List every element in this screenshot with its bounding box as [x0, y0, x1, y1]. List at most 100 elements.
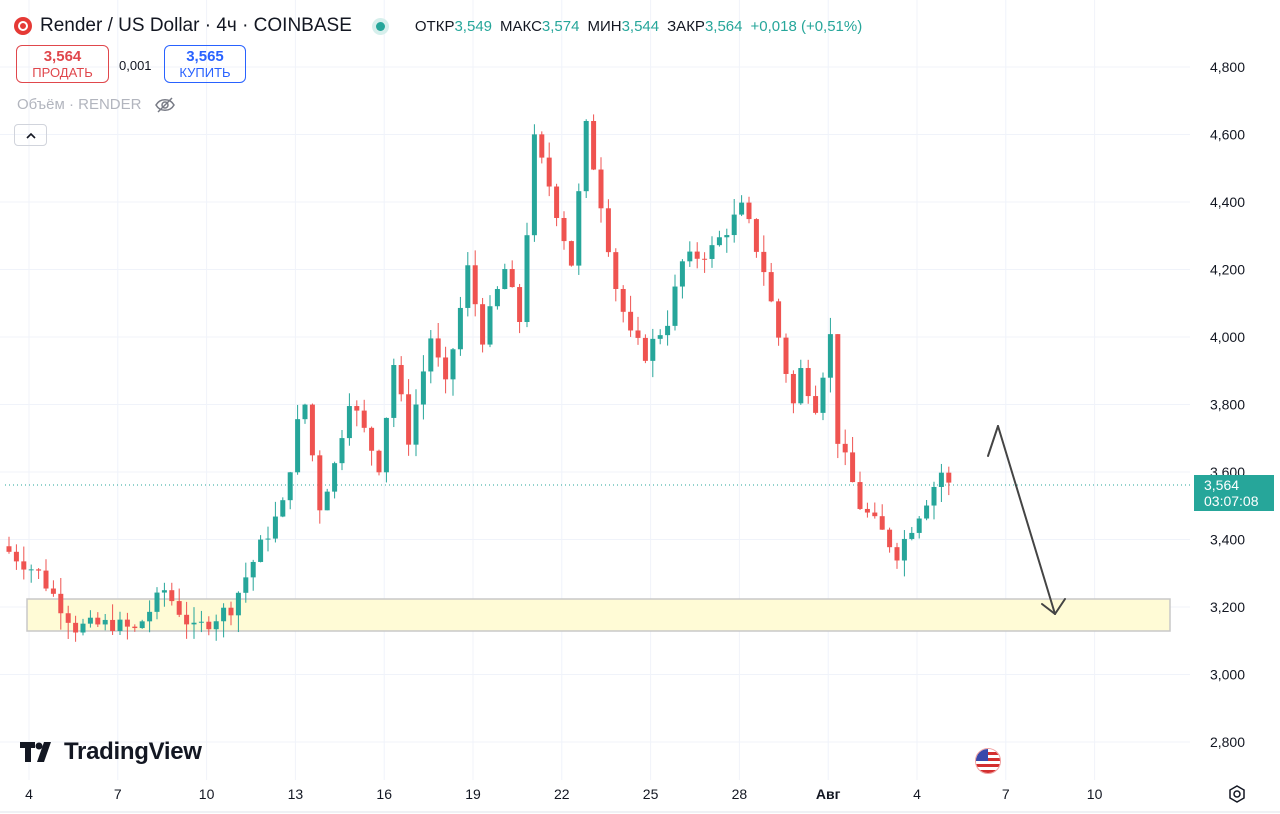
buy-button[interactable]: 3,565 КУПИТЬ — [164, 45, 246, 83]
candle-body — [576, 191, 582, 266]
candle-body — [820, 377, 826, 413]
candle-body — [635, 330, 641, 338]
collapse-legend-button[interactable] — [14, 124, 47, 146]
candle-body — [465, 265, 471, 308]
candle-body — [58, 593, 64, 614]
candle-body — [176, 601, 182, 615]
candle-body — [931, 486, 937, 506]
symbol-title[interactable]: Render / US Dollar · 4ч · COINBASE — [40, 15, 352, 36]
time-axis: 4 7 10 13 16 19 22 25 28 Авг 4 7 10 — [25, 786, 1102, 802]
candle-body — [413, 404, 419, 445]
candle-body — [531, 134, 537, 236]
time-tick-label: 7 — [114, 786, 122, 802]
tradingview-wordmark: TradingView — [64, 738, 202, 765]
price-tick-label: 3,000 — [1210, 667, 1245, 683]
price-tick-label: 3,400 — [1210, 532, 1245, 548]
candle-body — [21, 561, 27, 570]
candle-body — [672, 286, 678, 326]
candle-body — [191, 622, 197, 625]
us-flag-icon[interactable] — [975, 748, 1001, 774]
candle-body — [494, 289, 500, 307]
sell-price: 3,564 — [43, 48, 82, 65]
candle-body — [894, 547, 900, 561]
candle-body — [517, 287, 523, 322]
hide-eye-icon[interactable] — [155, 96, 175, 114]
candle-body — [398, 365, 404, 395]
candle-body — [835, 334, 841, 444]
price-tick-label: 2,800 — [1210, 734, 1245, 750]
candle-body — [657, 335, 663, 339]
candle-body — [687, 251, 693, 262]
render-logo-icon — [14, 17, 32, 35]
candle-body — [124, 619, 130, 627]
ohlc-high-value: 3,574 — [541, 17, 580, 35]
candle-body — [213, 621, 219, 630]
candle-body — [879, 516, 885, 530]
candle-body — [887, 529, 893, 548]
candle-body — [524, 235, 530, 322]
ohlc-open-value: 3,549 — [454, 17, 493, 35]
candle-body — [568, 241, 574, 266]
tradingview-logo[interactable]: TradingView — [20, 738, 202, 766]
volume-indicator-label[interactable]: Объём · RENDER — [17, 96, 142, 113]
candle-body — [613, 252, 619, 289]
time-tick-label: 7 — [1002, 786, 1010, 802]
candle-body — [480, 304, 486, 345]
candles — [6, 114, 952, 642]
candle-body — [783, 337, 789, 374]
time-tick-label: 22 — [554, 786, 570, 802]
candle-body — [598, 169, 604, 209]
candle-body — [916, 518, 922, 533]
forecast-arrow[interactable] — [987, 425, 1066, 615]
candle-body — [332, 463, 338, 492]
time-tick-label: 13 — [288, 786, 304, 802]
time-tick-label: 4 — [25, 786, 33, 802]
candle-body — [250, 561, 256, 578]
candle-body — [665, 325, 671, 336]
time-tick-label: 19 — [465, 786, 481, 802]
ohlc-values: ОТКР 3,549 МАКС 3,574 МИН 3,544 ЗАКР 3,564 +… — [407, 18, 862, 35]
candle-body — [702, 258, 708, 260]
candle-body — [487, 306, 493, 345]
ohlc-close-label: ЗАКР — [667, 17, 705, 35]
chart-header: Render / US Dollar · 4ч · COINBASE ОТКР 3… — [14, 14, 862, 38]
candle-body — [768, 272, 774, 302]
candle-body — [243, 577, 249, 593]
ohlc-open-label: ОТКР — [414, 17, 455, 35]
time-tick-label: Авг — [816, 786, 841, 802]
ohlc-low-value: 3,544 — [621, 17, 660, 35]
candle-body — [813, 396, 819, 413]
candle-body — [924, 505, 930, 519]
candle-body — [798, 368, 804, 404]
candle-body — [909, 532, 915, 539]
chart-grid — [0, 0, 1190, 780]
candle-body — [132, 626, 138, 629]
candle-body — [716, 237, 722, 246]
candle-body — [102, 619, 108, 625]
time-tick-label: 28 — [732, 786, 748, 802]
candle-body — [790, 373, 796, 404]
buy-price: 3,565 — [186, 48, 224, 65]
candle-body — [161, 590, 167, 593]
support-zone[interactable] — [26, 598, 1171, 632]
time-tick-label: 25 — [643, 786, 659, 802]
candle-body — [139, 621, 145, 629]
candle-body — [361, 410, 367, 428]
time-tick-label: 4 — [913, 786, 921, 802]
settings-icon[interactable] — [1228, 785, 1246, 803]
candle-body — [154, 592, 160, 612]
candle-body — [620, 288, 626, 312]
sell-button[interactable]: 3,564 ПРОДАТЬ — [16, 45, 109, 83]
candle-body — [428, 338, 434, 372]
candle-body — [354, 406, 360, 411]
candle-body — [369, 427, 375, 451]
candle-body — [502, 269, 508, 290]
candle-body — [65, 613, 71, 623]
sell-label: ПРОДАТЬ — [32, 65, 93, 80]
ohlc-change: +0,018 (+0,51%) — [750, 17, 863, 35]
chevron-up-icon — [25, 132, 36, 139]
candle-body — [287, 472, 293, 501]
time-tick-label: 10 — [199, 786, 215, 802]
candle-body — [827, 334, 833, 378]
